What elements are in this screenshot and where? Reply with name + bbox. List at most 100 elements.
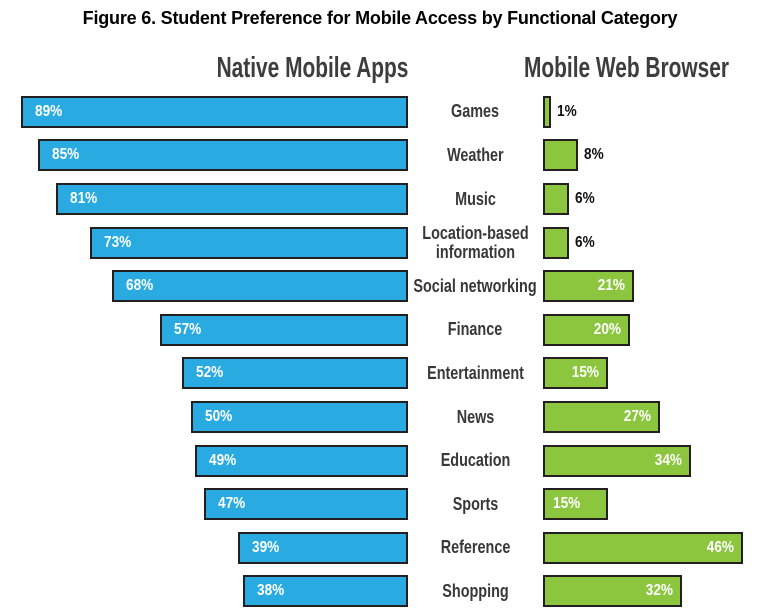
web-browser-zone: 32% (543, 575, 760, 608)
native-apps-zone: 39% (0, 531, 408, 564)
web-browser-bar: 34% (543, 444, 691, 477)
figure-title: Figure 6. Student Preference for Mobile … (82, 8, 678, 28)
native-apps-zone: 50% (0, 400, 408, 433)
native-apps-zone: 38% (0, 575, 408, 608)
native-apps-value-label: 50% (204, 407, 232, 425)
category-label: Reference (440, 537, 511, 558)
web-browser-value-outside: 6% (575, 233, 595, 251)
native-apps-zone: 68% (0, 270, 408, 303)
native-apps-value-label: 89% (34, 102, 63, 120)
category-label: Entertainment (427, 362, 524, 383)
category-zone: Sports (408, 493, 543, 514)
category-zone: Social networking (408, 275, 543, 296)
native-apps-zone: 81% (0, 182, 408, 215)
native-apps-bar: 73% (90, 226, 408, 259)
web-browser-bar: 32% (543, 575, 683, 608)
right-column-header: Mobile Web Browser (524, 52, 729, 84)
web-browser-bar: 21% (543, 270, 635, 303)
category-zone: Finance (408, 320, 543, 339)
category-zone: Location-based information (408, 222, 543, 262)
web-browser-value-label: 15% (553, 495, 581, 513)
category-label: Finance (448, 319, 503, 340)
category-label: News (456, 406, 495, 427)
category-label: Social networking (413, 275, 538, 296)
native-apps-zone: 52% (0, 357, 408, 390)
native-apps-value-label: 85% (52, 146, 80, 164)
web-browser-value-outside: 8% (583, 146, 604, 164)
category-zone: Reference (408, 538, 543, 557)
chart-row: 38% Shopping 32% (0, 570, 760, 614)
left-column-header: Native Mobile Apps (216, 52, 408, 84)
native-apps-bar: 68% (112, 270, 408, 303)
category-zone: Shopping (408, 580, 543, 601)
native-apps-bar: 89% (20, 95, 408, 128)
chart-row: 39% Reference 46% (0, 526, 760, 570)
native-apps-bar: 52% (181, 357, 408, 390)
category-label: Location-based information (422, 222, 529, 262)
web-browser-zone: 6% (543, 182, 760, 215)
chart-row: 47% Sports 15% (0, 482, 760, 526)
web-browser-value-label: 32% (645, 582, 674, 600)
category-zone: News (408, 406, 543, 427)
category-label: Sports (452, 493, 499, 514)
chart: 89% Games 1% 85% Weather 8% (0, 90, 760, 613)
web-browser-value-label: 20% (593, 320, 621, 338)
native-apps-bar: 85% (38, 139, 408, 172)
category-label: Education (440, 450, 511, 471)
web-browser-value-outside: 6% (575, 189, 595, 207)
category-zone: Weather (408, 146, 543, 165)
web-browser-bar (543, 95, 551, 128)
web-browser-bar: 46% (543, 531, 744, 564)
web-browser-zone: 6% (543, 226, 760, 259)
web-browser-bar (543, 226, 570, 259)
web-browser-zone: 46% (543, 531, 760, 564)
chart-row: 68% Social networking 21% (0, 264, 760, 308)
native-apps-zone: 89% (0, 95, 408, 128)
native-apps-bar: 39% (238, 531, 408, 564)
category-label: Games (451, 101, 500, 122)
native-apps-value-label: 57% (174, 320, 202, 338)
web-browser-value-label: 34% (654, 451, 682, 469)
web-browser-zone: 27% (543, 400, 760, 433)
native-apps-value-label: 81% (69, 189, 97, 207)
category-label: Shopping (442, 580, 509, 601)
web-browser-bar (543, 182, 570, 215)
chart-row: 73% Location-based information 6% (0, 221, 760, 265)
native-apps-value-label: 52% (195, 364, 224, 382)
column-headers: Native Mobile Apps Mobile Web Browser (0, 52, 760, 84)
native-apps-zone: 57% (0, 313, 408, 346)
native-apps-value-label: 39% (252, 538, 280, 556)
web-browser-zone: 15% (543, 357, 760, 390)
category-zone: Games (408, 102, 543, 121)
web-browser-bar (543, 139, 578, 172)
native-apps-zone: 73% (0, 226, 408, 259)
native-apps-zone: 47% (0, 488, 408, 521)
category-label: Weather (447, 144, 504, 165)
native-apps-bar: 57% (160, 313, 408, 346)
native-apps-value-label: 47% (217, 495, 245, 513)
web-browser-zone: 8% (543, 139, 760, 172)
web-browser-bar: 27% (543, 400, 661, 433)
web-browser-zone: 15% (543, 488, 760, 521)
native-apps-value-label: 49% (208, 451, 237, 469)
native-apps-bar: 50% (190, 400, 408, 433)
native-apps-bar: 38% (242, 575, 408, 608)
web-browser-zone: 34% (543, 444, 760, 477)
web-browser-zone: 20% (543, 313, 760, 346)
web-browser-bar: 15% (543, 488, 609, 521)
chart-row: 49% Education 34% (0, 439, 760, 483)
chart-row: 50% News 27% (0, 395, 760, 439)
chart-row: 52% Entertainment 15% (0, 352, 760, 396)
category-zone: Education (408, 451, 543, 470)
web-browser-bar: 15% (543, 357, 609, 390)
native-apps-zone: 85% (0, 139, 408, 172)
web-browser-value-label: 46% (706, 538, 735, 556)
web-browser-value-label: 15% (572, 364, 600, 382)
web-browser-value-label: 27% (624, 407, 652, 425)
category-zone: Music (408, 189, 543, 209)
chart-row: 81% Music 6% (0, 177, 760, 221)
native-apps-bar: 81% (55, 182, 408, 215)
category-zone: Entertainment (408, 364, 543, 383)
web-browser-zone: 1% (543, 95, 760, 128)
